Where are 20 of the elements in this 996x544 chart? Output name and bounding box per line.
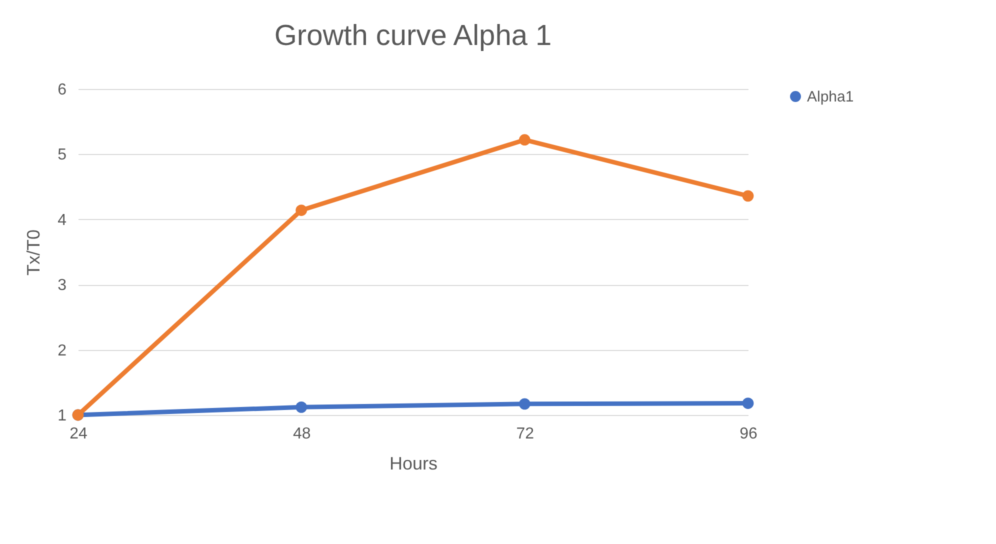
point: [518, 398, 530, 410]
x-tick-label: 48: [292, 426, 311, 442]
chart-title: Growth curve Alpha 1: [274, 20, 552, 52]
x-tick-label: 24: [70, 426, 88, 442]
x-tick-label: 72: [516, 426, 534, 442]
y-tick-label: 3: [58, 277, 67, 294]
y-tick-label: 4: [58, 212, 67, 229]
point: [742, 398, 754, 409]
y-tick-label: 6: [58, 82, 67, 98]
y-tick-label: 2: [58, 342, 67, 360]
y-axis-title: Tx/T0: [24, 229, 44, 276]
point: [518, 134, 530, 146]
x-axis-title: Hours: [389, 454, 438, 474]
y-tick-label: 5: [58, 146, 67, 164]
legend-label: Alpha1: [807, 88, 854, 106]
point: [296, 401, 308, 413]
x-tick-label: 96: [740, 426, 758, 442]
point: [296, 204, 308, 216]
point: [742, 190, 754, 202]
y-tick-label: 1: [58, 408, 67, 424]
